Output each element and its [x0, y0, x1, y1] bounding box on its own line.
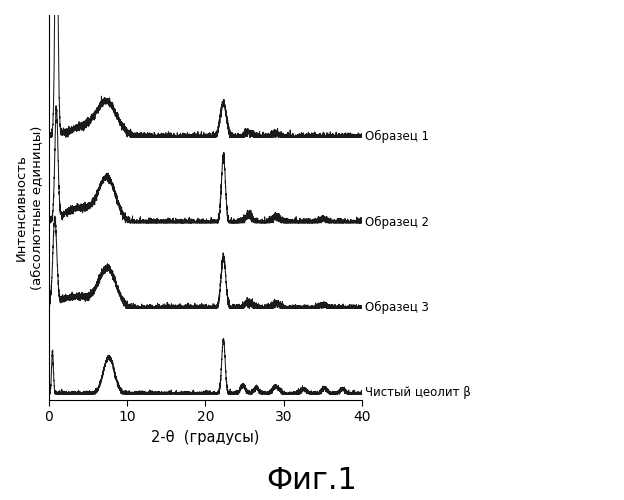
- X-axis label: 2-θ  (градусы): 2-θ (градусы): [151, 430, 260, 445]
- Text: Образец 3: Образец 3: [364, 301, 429, 314]
- Text: Чистый цеолит β: Чистый цеолит β: [364, 386, 470, 400]
- Y-axis label: Интенсивность
(абсолютные единицы): Интенсивность (абсолютные единицы): [15, 126, 43, 290]
- Text: Образец 1: Образец 1: [364, 130, 429, 143]
- Text: Фиг.1: Фиг.1: [266, 466, 358, 495]
- Text: Образец 2: Образец 2: [364, 216, 429, 228]
